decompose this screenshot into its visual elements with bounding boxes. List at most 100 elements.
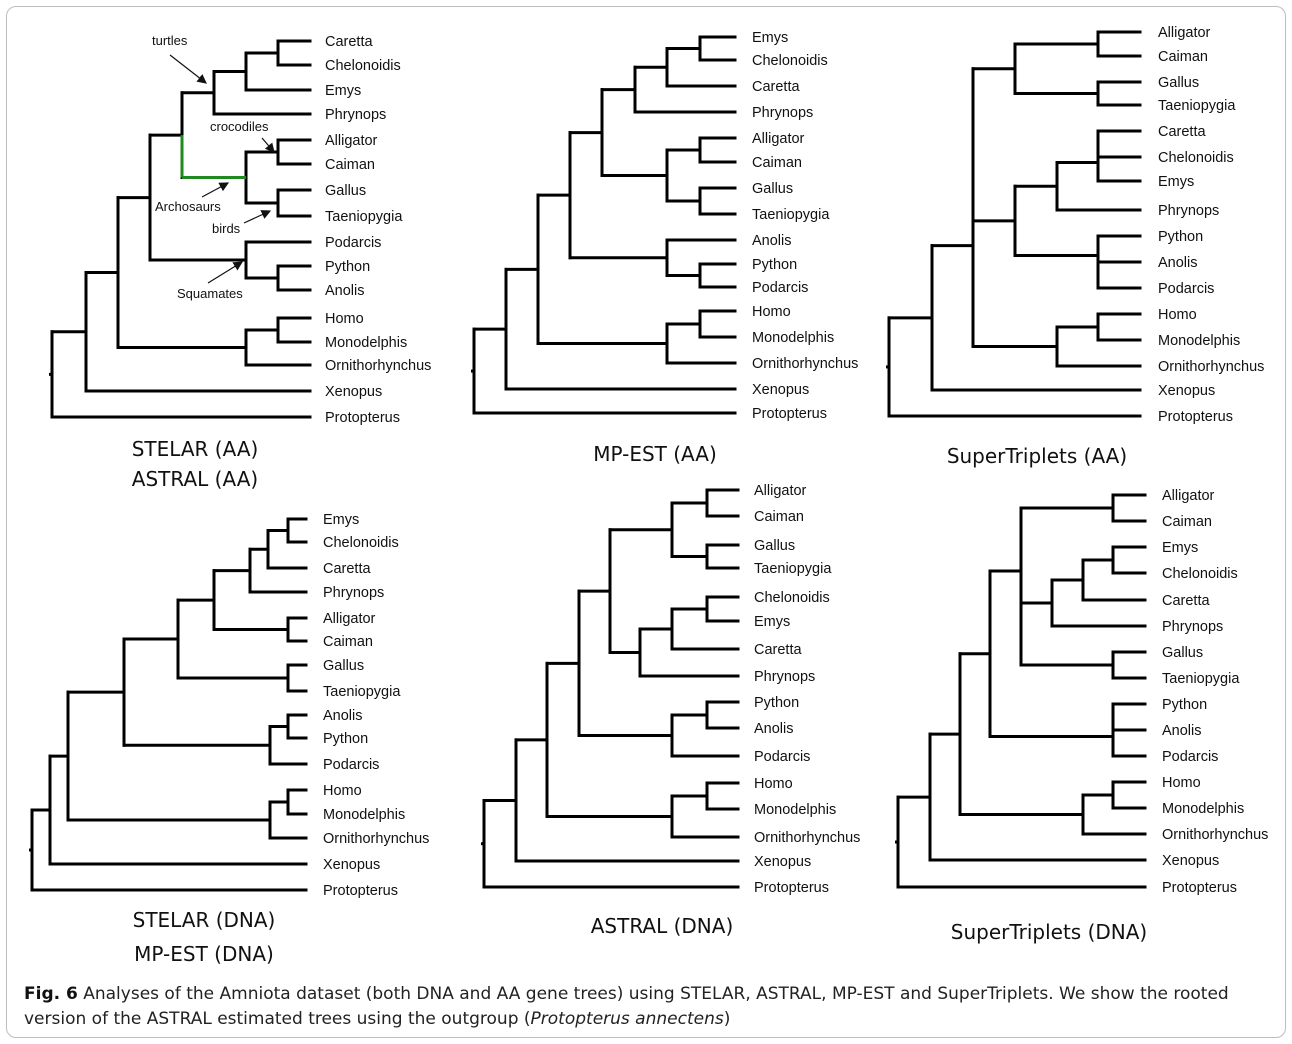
tree-panel-supertriplets-dna: Alligator Caiman Emys Chelonoidis Caretta Phr… [895,488,1268,944]
tree-panel-stelar-mpest-dna: Emys Chelonoidis Caretta Phrynops Alligator C… [29,512,429,966]
leaf-label: Ornithorhynchus [1158,359,1264,375]
leaf-label: Alligator [752,131,805,147]
figure-caption: Fig. 6 Analyses of the Amniota dataset (… [24,982,1254,1032]
leaf-label: Caretta [752,79,800,95]
leaf-label: Anolis [1162,723,1202,739]
leaf-label: Caretta [754,642,802,658]
annotation-arrow [169,54,207,84]
leaf-label: Python [323,731,368,747]
leaf-label: Phrynops [323,585,384,601]
leaf-label: Xenopus [752,382,809,398]
caption-end: ) [723,1009,731,1029]
leaf-label: Python [752,257,797,273]
leaf-label: Xenopus [754,854,811,870]
leaf-label: Chelonoidis [1162,566,1238,582]
clade-annotation: birds [212,221,241,236]
leaf-label: Protopterus [754,880,829,896]
leaf-label: Taeniopygia [1158,98,1236,114]
leaf-label: Chelonoidis [323,535,399,551]
leaf-label: Podarcis [752,280,808,296]
clade-annotation: Archosaurs [155,199,221,214]
annotation-arrow [243,210,272,224]
leaf-label: Podarcis [1162,749,1218,765]
figure-label: Fig. 6 [24,984,78,1004]
leaf-label: Taeniopygia [752,207,830,223]
leaf-label: Chelonoidis [754,590,830,606]
leaf-label: Caiman [752,155,802,171]
leaf-label: Anolis [752,233,792,249]
leaf-label: Gallus [752,181,793,197]
leaf-label: Phrynops [754,669,815,685]
clade-annotation: turtles [152,33,188,48]
leaf-label: Caretta [1162,593,1210,609]
leaf-label: Gallus [325,183,366,199]
leaf-label: Emys [1158,174,1194,190]
leaf-label: Chelonoidis [1158,150,1234,166]
leaf-label: Ornithorhynchus [1162,827,1268,843]
leaf-label: Homo [323,783,362,799]
leaf-label: Phrynops [752,105,813,121]
leaf-label: Xenopus [1158,383,1215,399]
leaf-label: Ornithorhynchus [323,831,429,847]
leaf-label: Podarcis [754,749,810,765]
tree-panel-stelar-astral-aa: Caretta Chelonoidis Emys Phrynops Alligator C… [49,33,431,491]
annotation-arrow [207,261,244,284]
leaf-label: Caiman [754,509,804,525]
leaf-label: Alligator [1158,25,1211,41]
leaf-label: Caretta [323,561,371,577]
caption-species: Protopterus annectens [530,1009,724,1029]
tree-panel-astral-dna: Alligator Caiman Gallus Taeniopygia Chelonoi… [481,483,860,938]
leaf-label: Xenopus [325,384,382,400]
leaf-label: Alligator [323,611,376,627]
leaf-label: Xenopus [1162,853,1219,869]
leaf-label: Python [325,259,370,275]
tree-panel-supertriplets-aa: Alligator Caiman Gallus Taeniopygia Caretta C… [886,25,1264,468]
leaf-label: Python [754,695,799,711]
leaf-label: Anolis [1158,255,1198,271]
leaf-label: Caretta [325,34,373,50]
leaf-label: Taeniopygia [325,209,403,225]
leaf-label: Caiman [323,634,373,650]
leaf-label: Chelonoidis [325,58,401,74]
leaf-label: Monodelphis [752,330,834,346]
panel-title: STELAR (DNA) [133,908,276,932]
leaf-label: Emys [752,30,788,46]
leaf-label: Anolis [754,721,794,737]
panel-title: ASTRAL (AA) [132,467,258,491]
leaf-label: Python [1158,229,1203,245]
leaf-label: Gallus [1162,645,1203,661]
leaf-label: Anolis [323,708,363,724]
leaf-label: Taeniopygia [754,561,832,577]
leaf-label: Protopterus [1162,880,1237,896]
caption-text: Analyses of the Amniota dataset (both DN… [24,984,1229,1029]
panel-title: MP-EST (DNA) [134,942,274,966]
phylogeny-figure: Caretta Chelonoidis Emys Phrynops Alligator C… [29,25,1268,966]
leaf-label: Protopterus [1158,409,1233,425]
leaf-label: Monodelphis [1158,333,1240,349]
leaf-label: Emys [323,512,359,528]
leaf-label: Monodelphis [323,807,405,823]
leaf-label: Caretta [1158,124,1206,140]
leaf-label: Homo [1162,775,1201,791]
leaf-label: Monodelphis [1162,801,1244,817]
leaf-label: Monodelphis [325,335,407,351]
leaf-label: Podarcis [1158,281,1214,297]
annotation-arrow [201,182,230,198]
leaf-label: Gallus [1158,75,1199,91]
figure-frame [6,6,1286,1038]
leaf-label: Gallus [754,538,795,554]
panel-title: SuperTriplets (DNA) [951,920,1147,944]
leaf-label: Emys [325,83,361,99]
panel-title: STELAR (AA) [132,437,259,461]
leaf-label: Ornithorhynchus [325,358,431,374]
leaf-label: Monodelphis [754,802,836,818]
leaf-label: Homo [754,776,793,792]
leaf-label: Caiman [325,157,375,173]
leaf-label: Homo [1158,307,1197,323]
leaf-label: Ornithorhynchus [752,356,858,372]
leaf-label: Phrynops [1158,203,1219,219]
leaf-label: Podarcis [323,757,379,773]
clade-annotation: Squamates [177,286,243,301]
panel-title: ASTRAL (DNA) [591,914,734,938]
leaf-label: Caiman [1158,49,1208,65]
